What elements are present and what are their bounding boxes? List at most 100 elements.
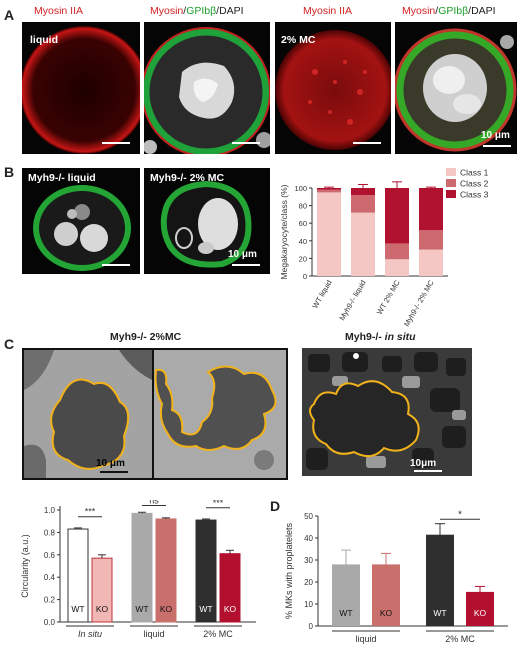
bar xyxy=(332,564,360,626)
bar xyxy=(155,518,177,623)
bar xyxy=(466,591,494,626)
chart-b-stacked-bars: 0 20 40 60 80 100 Megakaryocyte/class (%) WT li… xyxy=(279,168,489,329)
group-label: 2% MC xyxy=(203,629,233,639)
scale-bar xyxy=(353,142,381,144)
bar-label: WT xyxy=(339,608,352,618)
group-label: 2% MC xyxy=(445,634,475,644)
y-tick-label: 20 xyxy=(304,578,313,587)
bar-segment xyxy=(419,249,443,276)
y-tick-label: 50 xyxy=(304,512,313,521)
y-tick-label: 40 xyxy=(299,237,307,246)
bar-label: KO xyxy=(474,608,487,618)
y-axis-label: Megakaryocyte/class (%) xyxy=(279,184,289,279)
bar-label: WT xyxy=(199,604,212,614)
legend-swatch xyxy=(446,179,456,187)
caption-merge-2: Myosin/GPIbβ/DAPI xyxy=(402,5,496,17)
y-tick-label: 0 xyxy=(303,272,307,281)
panel-letter-c: C xyxy=(4,336,15,352)
bar-label: KO xyxy=(224,604,237,614)
micrograph-a-mc-myosin: 2% MC xyxy=(275,22,391,154)
scale-label: 10μm xyxy=(410,458,437,469)
panel-letter-d: D xyxy=(270,498,281,514)
x-tick-label: WT liquid xyxy=(310,279,333,310)
bar-segment xyxy=(419,188,443,231)
em-image-in-situ: 10μm xyxy=(302,348,472,476)
bar-label: KO xyxy=(160,604,173,614)
legend-label: Class 1 xyxy=(460,168,489,178)
bar-segment xyxy=(317,188,341,190)
bar xyxy=(372,564,400,626)
significance-label: ns xyxy=(149,500,159,506)
y-tick-label: 0.8 xyxy=(44,528,56,537)
y-tick-label: 0.0 xyxy=(44,618,56,627)
legend-label: Class 3 xyxy=(460,190,489,200)
significance-label: * xyxy=(458,509,462,520)
y-tick-label: 60 xyxy=(299,219,307,228)
micrograph-b-liquid: Myh9-/- liquid xyxy=(22,168,140,274)
legend-swatch xyxy=(446,168,456,176)
y-axis-label: % MKs with proplatelets xyxy=(284,522,294,619)
micrograph-a-liquid-merge xyxy=(144,22,270,154)
legend-swatch xyxy=(446,190,456,198)
chart-c-circularity: 0.0 0.2 0.4 0.6 0.8 1.0 Circularity (a.u.) WT KO… xyxy=(20,500,256,639)
bar-segment xyxy=(351,188,375,196)
y-tick-label: 30 xyxy=(304,556,313,565)
bar-label: KO xyxy=(380,608,393,618)
panel-letter-b: B xyxy=(4,164,15,180)
caption-myosin-iia-2: Myosin IIA xyxy=(303,5,353,17)
y-tick-label: 0.2 xyxy=(44,596,56,605)
scale-bar xyxy=(232,142,260,144)
caption-myosin-iia-1: Myosin IIA xyxy=(34,5,84,17)
micrograph-b-mc: Myh9-/- 2% MC 10 μm xyxy=(144,168,270,274)
significance-label: *** xyxy=(213,500,224,508)
y-axis-label: Circularity (a.u.) xyxy=(20,534,30,598)
caption-merge-1: Myosin/GPIbβ/DAPI xyxy=(150,5,244,17)
y-tick-label: 0.4 xyxy=(44,573,56,582)
bar-segment xyxy=(385,243,409,260)
y-tick-label: 80 xyxy=(299,202,307,211)
scale-bar xyxy=(232,264,260,266)
bar-segment xyxy=(317,192,341,276)
bar-segment xyxy=(419,230,443,250)
scale-label: 10 μm xyxy=(96,458,125,469)
bar-label: WT xyxy=(433,608,446,618)
scale-bar xyxy=(102,264,130,266)
bar-label: KO xyxy=(96,604,109,614)
significance-label: *** xyxy=(85,507,96,517)
group-label: In situ xyxy=(78,629,102,639)
em-image-c1: 10 μm xyxy=(24,350,152,478)
scale-label: 10 μm xyxy=(481,130,510,141)
micrograph-a-mc-merge: 10 μm xyxy=(395,22,517,154)
bar xyxy=(195,519,217,623)
bar-segment xyxy=(317,189,341,193)
y-tick-label: 0 xyxy=(309,622,314,631)
bar-segment xyxy=(385,188,409,244)
legend-label: Class 2 xyxy=(460,179,489,189)
x-tick-label: Myh9-/- 2% MC xyxy=(402,278,436,328)
scale-bar xyxy=(483,145,511,147)
panel-letter-a: A xyxy=(4,7,15,23)
scale-bar xyxy=(414,470,442,472)
bar-segment xyxy=(351,212,375,276)
label-myh9-liquid: Myh9-/- liquid xyxy=(28,172,96,184)
x-tick-label: Myh9-/- liquid xyxy=(337,279,367,322)
chart-d-proplatelets: 0 10 20 30 40 50 % MKs with proplatelets WT KO WT… xyxy=(284,509,508,644)
group-label: liquid xyxy=(355,634,376,644)
em-frame-left: 10 μm xyxy=(22,348,288,480)
label-2pct-mc: 2% MC xyxy=(281,34,316,46)
em-image-c2 xyxy=(154,350,286,478)
micrograph-a-liquid-myosin: liquid xyxy=(22,22,140,154)
scale-label: 10 μm xyxy=(228,249,257,260)
label-liquid: liquid xyxy=(30,34,58,46)
bar-label: WT xyxy=(135,604,148,614)
y-tick-label: 0.6 xyxy=(44,551,56,560)
scale-bar xyxy=(100,471,128,473)
y-tick-label: 40 xyxy=(304,534,313,543)
y-tick-label: 10 xyxy=(304,600,313,609)
title-c-right: Myh9-/- in situ xyxy=(345,331,416,343)
y-tick-label: 100 xyxy=(294,184,307,193)
title-c-left: Myh9-/- 2%MC xyxy=(110,331,182,343)
group-label: liquid xyxy=(143,629,164,639)
label-myh9-mc: Myh9-/- 2% MC xyxy=(150,172,225,184)
bar-label: WT xyxy=(71,604,84,614)
